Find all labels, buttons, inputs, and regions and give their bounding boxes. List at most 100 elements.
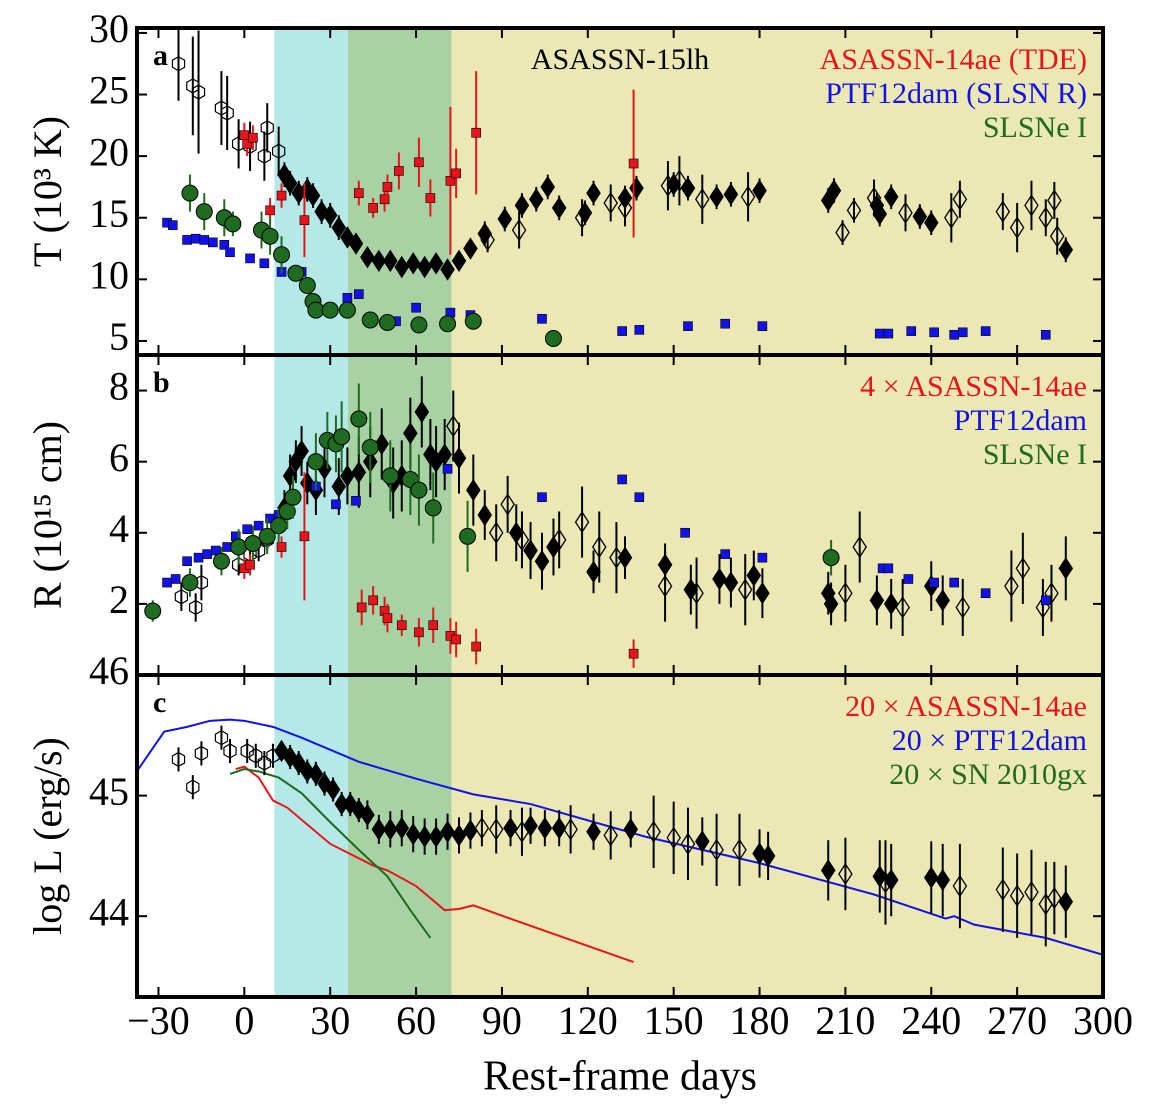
diamond-marker (617, 196, 633, 220)
square-marker (680, 527, 690, 538)
y-tick-label: 2 (109, 577, 129, 622)
diamond-marker (740, 185, 756, 208)
legend-entry: 20 × ASASSN-14ae (845, 690, 1087, 723)
diamond-marker (403, 422, 418, 445)
diamond-marker (657, 574, 673, 598)
diamond-marker (1047, 886, 1062, 910)
diamond-marker (514, 528, 530, 552)
square-marker (980, 588, 991, 599)
diamond-marker (883, 868, 899, 892)
square-marker (354, 289, 364, 299)
square-marker (929, 577, 939, 588)
diamond-marker (291, 751, 306, 775)
legend-entry: PTF12dam (954, 404, 1087, 437)
diamond-marker (322, 204, 338, 227)
diamond-marker (383, 818, 398, 841)
diamond-marker (952, 874, 968, 898)
circle-marker (439, 315, 457, 333)
y-tick-label: 10 (89, 253, 129, 298)
x-tick-label: 0 (234, 998, 254, 1043)
diamond-marker (712, 567, 727, 591)
circle-marker (361, 311, 379, 329)
square-marker (425, 193, 436, 203)
circle-marker (822, 549, 840, 567)
diamond-marker (546, 535, 561, 559)
diamond-marker (591, 535, 607, 559)
square-marker (628, 158, 639, 169)
y-tick-label: 4 (109, 506, 129, 551)
diamond-marker (480, 228, 495, 252)
legend-entry: 20 × SN 2010gx (889, 758, 1087, 791)
diamond-marker (514, 194, 530, 217)
circle-marker (307, 301, 325, 319)
square-marker (414, 627, 424, 638)
circle-marker (261, 227, 279, 245)
diamond-marker (360, 245, 375, 269)
diamond-marker (508, 521, 524, 544)
square-marker (451, 634, 461, 645)
diamond-marker (823, 592, 839, 616)
x-tick-label: 180 (730, 998, 790, 1043)
diamond-marker (586, 820, 601, 843)
diamond-marker (540, 175, 556, 199)
diamond-marker (417, 255, 432, 279)
y-tick-label: 30 (89, 6, 129, 51)
diamond-marker (586, 181, 601, 205)
square-marker (394, 166, 404, 176)
circle-marker (333, 428, 351, 446)
hexagon-marker (257, 148, 272, 164)
square-marker (451, 168, 461, 179)
diamond-marker (1024, 880, 1039, 904)
square-marker (276, 542, 287, 552)
diamond-marker (371, 249, 387, 273)
square-marker (757, 552, 768, 563)
square-marker (471, 641, 481, 652)
x-tick-label: 120 (558, 998, 618, 1043)
diamond-marker (308, 762, 324, 786)
square-marker (382, 182, 393, 192)
hexagon-marker (194, 745, 209, 762)
plot-area (162, 28, 1103, 355)
diamond-marker (497, 207, 513, 231)
diamond-marker (463, 819, 478, 842)
diamond-marker (826, 179, 842, 202)
square-marker (929, 327, 939, 338)
diamond-marker (695, 830, 710, 853)
circle-marker (181, 184, 199, 202)
diamond-marker (1024, 194, 1039, 217)
square-marker (1040, 329, 1051, 340)
diamond-marker (680, 832, 696, 856)
diamond-marker (503, 816, 518, 840)
circle-marker (195, 203, 213, 221)
hexagon-marker (189, 599, 203, 616)
square-marker (242, 139, 252, 149)
diamond-marker (383, 249, 398, 273)
x-tick-label: 300 (1073, 998, 1133, 1043)
circle-marker (361, 438, 379, 456)
square-marker (634, 325, 645, 335)
panel-label: c (153, 686, 166, 719)
diamond-marker (405, 822, 421, 846)
diamond-marker (537, 816, 553, 840)
diamond-marker (1058, 238, 1074, 261)
hexagon-marker (260, 120, 274, 136)
diamond-marker (551, 816, 567, 840)
y-tick-label: 5 (109, 314, 129, 359)
hexagon-marker (220, 105, 234, 121)
diamond-marker (551, 528, 567, 552)
square-marker (617, 474, 627, 485)
diamond-marker (1009, 216, 1025, 239)
diamond-marker (1044, 582, 1059, 605)
diamond-marker (646, 820, 661, 843)
panel-label: a (153, 39, 168, 72)
diamond-marker (428, 825, 444, 848)
circle-marker (181, 574, 199, 592)
y-tick-label: 15 (89, 191, 129, 236)
diamond-marker (672, 169, 687, 192)
square-marker (208, 237, 218, 248)
diamond-marker (723, 183, 739, 206)
hexagon-marker (249, 748, 263, 764)
diamond-marker (405, 252, 421, 275)
x-tick-label: 210 (815, 998, 875, 1043)
x-tick-label: 90 (482, 998, 522, 1043)
